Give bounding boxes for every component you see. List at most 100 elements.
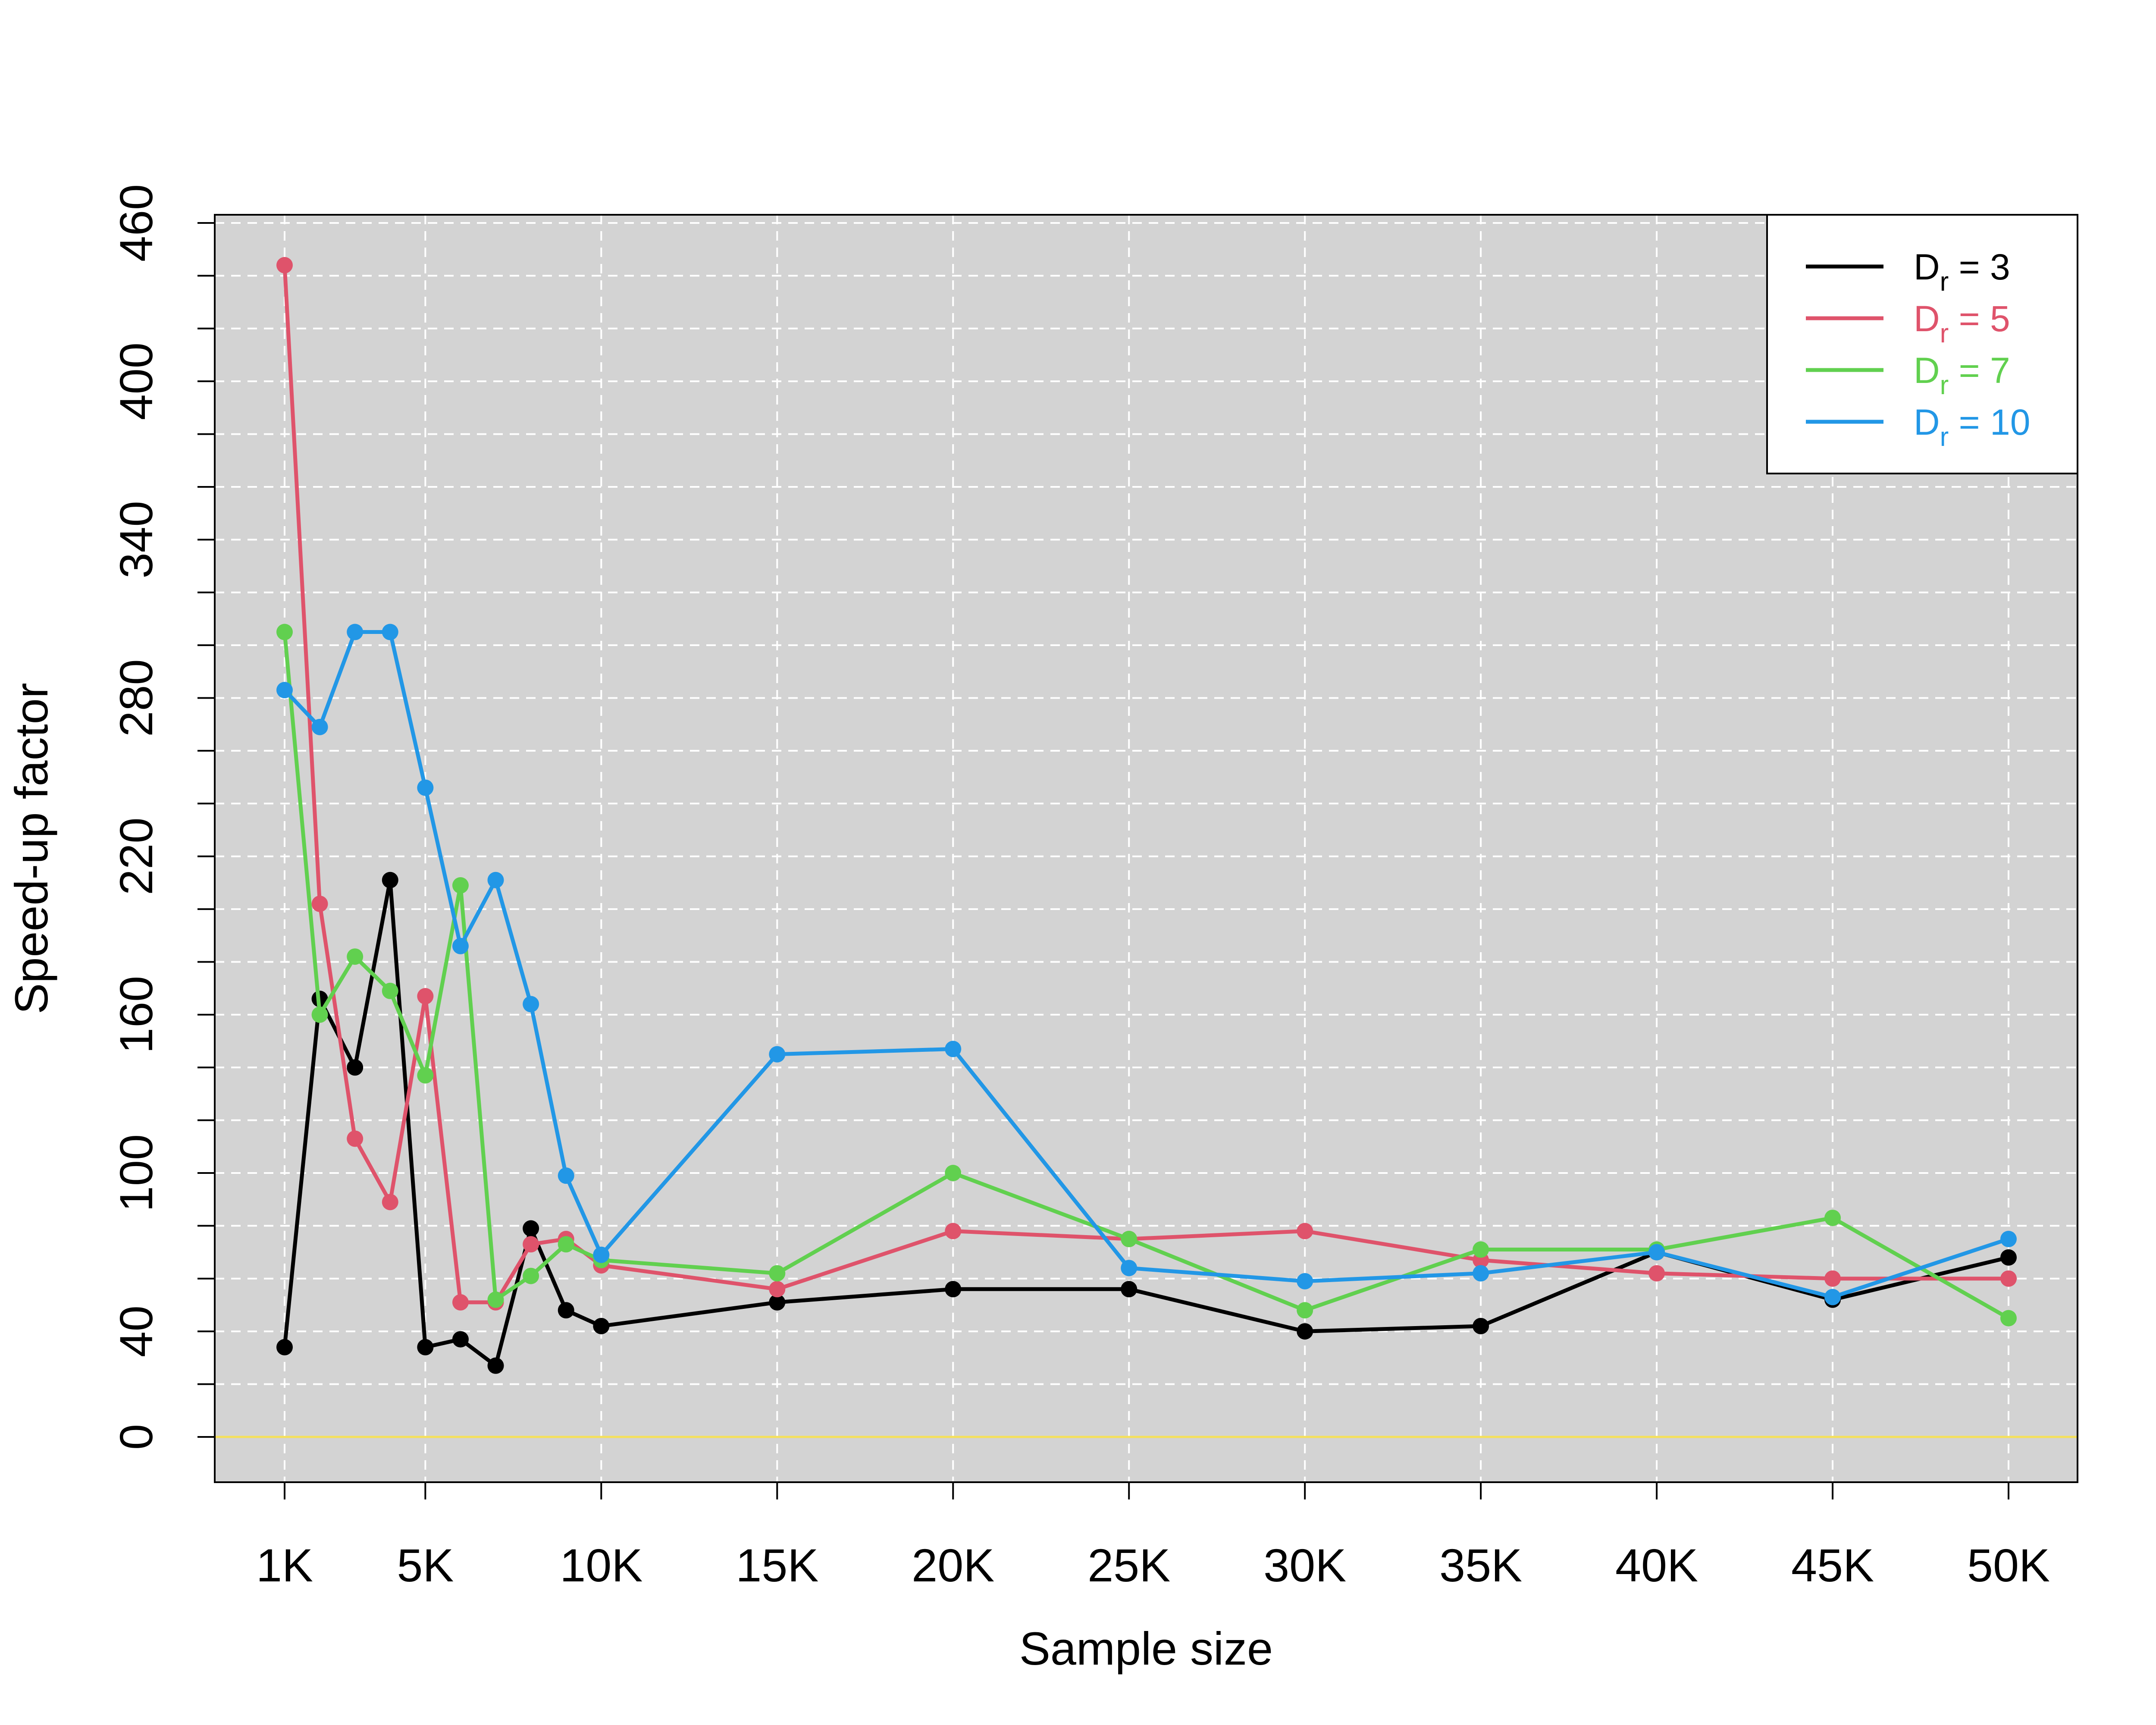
data-point [382, 624, 398, 640]
x-tick-label: 15K [736, 1539, 818, 1591]
data-point [769, 1265, 786, 1282]
legend-item: Dr = 7 [1806, 350, 2010, 400]
y-tick-label: 40 [110, 1305, 162, 1357]
y-tick-label: 280 [110, 659, 162, 737]
data-point [945, 1281, 962, 1298]
legend-label: Dr = 3 [1914, 247, 2010, 297]
x-tick-label: 10K [560, 1539, 642, 1591]
x-tick-label: 45K [1791, 1539, 1874, 1591]
data-point [2000, 1249, 2017, 1266]
data-point [523, 1236, 539, 1253]
data-point [1824, 1289, 1841, 1305]
y-tick-label: 220 [110, 818, 162, 895]
data-point [347, 1130, 364, 1147]
data-point [1824, 1270, 1841, 1287]
series-layer [276, 257, 2017, 1374]
x-tick-label: 50K [1967, 1539, 2050, 1591]
x-axis-title: Sample size [1019, 1622, 1273, 1675]
data-point [311, 718, 328, 735]
data-point [382, 872, 398, 888]
data-point [945, 1165, 962, 1182]
data-point [769, 1046, 786, 1063]
legend: Dr = 3Dr = 5Dr = 7Dr = 10 [1766, 214, 2078, 474]
data-point [1121, 1281, 1138, 1298]
data-point [1824, 1210, 1841, 1226]
data-point [1473, 1317, 1489, 1334]
y-axis-title: Speed-up factor [5, 683, 57, 1014]
x-tick-label: 30K [1263, 1539, 1346, 1591]
legend-label: Dr = 7 [1914, 350, 2010, 400]
data-point [1121, 1231, 1138, 1248]
y-tick-label: 340 [110, 501, 162, 578]
legend-item: Dr = 3 [1806, 247, 2010, 297]
data-point [2000, 1310, 2017, 1327]
legend-box [1766, 214, 2078, 474]
data-point [487, 1291, 504, 1308]
data-point [347, 1059, 364, 1076]
data-point [487, 872, 504, 888]
data-point [276, 624, 293, 640]
x-tick-label: 5K [397, 1539, 454, 1591]
data-point [523, 996, 539, 1013]
data-point [382, 1194, 398, 1211]
data-point [311, 895, 328, 912]
data-point [523, 1220, 539, 1237]
legend-label: Dr = 5 [1914, 298, 2010, 348]
data-point [417, 1067, 434, 1084]
series-4 [276, 624, 2017, 1305]
data-point [1648, 1265, 1665, 1282]
x-tick-label: 20K [912, 1539, 994, 1591]
data-point [1648, 1244, 1665, 1261]
y-tick-label: 100 [110, 1134, 162, 1212]
x-axis: 1K 5K 10K 15K 20K 25K 30K 35K 40K 45K 50K [256, 1482, 2050, 1591]
data-point [1297, 1273, 1313, 1289]
data-point [558, 1167, 574, 1184]
data-point [417, 988, 434, 1005]
data-point [347, 624, 364, 640]
x-tick-label: 1K [256, 1539, 313, 1591]
legend-label: Dr = 10 [1914, 402, 2031, 452]
data-point [945, 1041, 962, 1057]
y-tick-label: 460 [110, 184, 162, 262]
data-point [1121, 1260, 1138, 1276]
data-point [487, 1357, 504, 1374]
data-point [347, 948, 364, 965]
data-point [1473, 1241, 1489, 1258]
data-point [593, 1246, 610, 1263]
series-3 [276, 624, 2017, 1327]
x-tick-label: 25K [1087, 1539, 1170, 1591]
y-tick-label: 160 [110, 976, 162, 1054]
data-point [276, 1339, 293, 1355]
data-point [593, 1317, 610, 1334]
y-axis: 0 40 100 160 220 280 340 400 460 [110, 184, 215, 1450]
series-line [282, 878, 2009, 1368]
legend-item: Dr = 10 [1806, 402, 2031, 452]
data-point [558, 1236, 574, 1253]
x-tick-label: 40K [1615, 1539, 1698, 1591]
data-point [452, 877, 469, 894]
data-point [276, 682, 293, 699]
data-point [523, 1267, 539, 1284]
legend-item: Dr = 5 [1806, 298, 2010, 348]
data-point [1473, 1265, 1489, 1282]
data-point [558, 1302, 574, 1319]
y-tick-label: 0 [110, 1424, 162, 1450]
data-point [2000, 1231, 2017, 1248]
data-point [769, 1294, 786, 1311]
data-point [276, 257, 293, 273]
data-point [1297, 1302, 1313, 1319]
data-point [452, 1294, 469, 1311]
series-1 [276, 872, 2017, 1374]
data-point [945, 1223, 962, 1239]
y-tick-label: 400 [110, 342, 162, 420]
data-point [1297, 1323, 1313, 1340]
plot-frame [214, 214, 2078, 1483]
data-point [417, 1339, 434, 1355]
data-point [452, 938, 469, 954]
data-point [417, 779, 434, 796]
x-tick-label: 35K [1439, 1539, 1522, 1591]
data-point [452, 1331, 469, 1348]
data-point [1297, 1223, 1313, 1239]
data-point [382, 982, 398, 999]
